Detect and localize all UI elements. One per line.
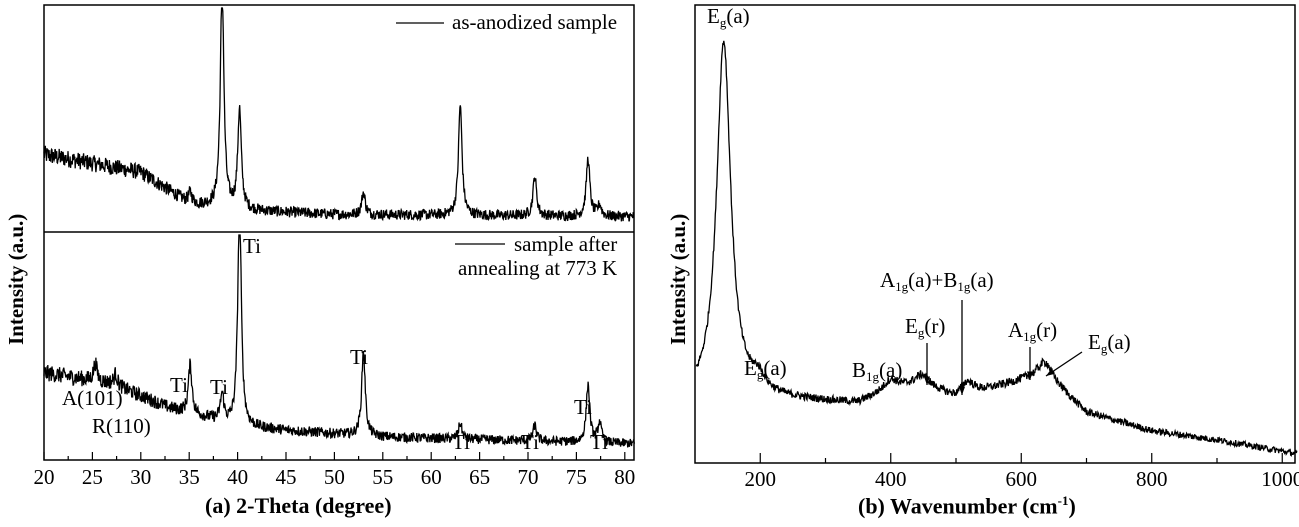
annotation-eg-r: Eg(r) bbox=[905, 314, 946, 340]
arrow-a1g-r-head bbox=[1026, 371, 1034, 380]
arrow-eg-a-640-head bbox=[1046, 368, 1055, 376]
annotation-ti-38: Ti bbox=[210, 375, 228, 399]
left-x-axis-label: (a) 2-Theta (degree) bbox=[205, 493, 392, 518]
annotation-ti-77: Ti bbox=[590, 430, 608, 454]
annotation-ti-76: Ti bbox=[574, 395, 592, 419]
right-plot-frame bbox=[694, 4, 1296, 464]
x-tick-label: 40 bbox=[227, 465, 248, 489]
x-tick-label: 20 bbox=[34, 465, 55, 489]
legend-annealed-line2: annealing at 773 K bbox=[458, 256, 618, 280]
xrd-as-anodized-line bbox=[43, 7, 635, 222]
legend-annealed-line1: sample after bbox=[514, 232, 618, 256]
x-tick-label: 65 bbox=[469, 465, 490, 489]
x-tick-label: 800 bbox=[1136, 467, 1168, 491]
x-tick-label: 60 bbox=[421, 465, 442, 489]
xlabel-text: (b) Wavenumber (cm bbox=[858, 493, 1058, 519]
x-tick-label: 1000 bbox=[1261, 467, 1299, 491]
right-x-axis-label: (b) Wavenumber (cm-1) bbox=[858, 493, 1076, 519]
annotation-a1g-r: A1g(r) bbox=[1008, 318, 1058, 344]
x-tick-label: 200 bbox=[745, 467, 777, 491]
legend-as-anodized: as-anodized sample bbox=[452, 10, 618, 34]
xlabel-end: ) bbox=[1068, 493, 1076, 519]
annotation-ti-70: Ti bbox=[521, 430, 539, 454]
raman-spectrum-line bbox=[695, 40, 1298, 457]
annotation-ti-63: Ti bbox=[452, 430, 470, 454]
x-tick-label: 35 bbox=[179, 465, 200, 489]
arrow-a1g-b1g-head bbox=[958, 386, 966, 395]
annotation-b1g-a: B1g(a) bbox=[852, 358, 903, 384]
annotation-eg-a-144: Eg(a) bbox=[707, 4, 750, 30]
annotation-ti-53: Ti bbox=[350, 345, 368, 369]
xrd-annealed-line bbox=[43, 234, 636, 448]
annotation-ti-35: Ti bbox=[170, 373, 188, 397]
xlabel-sup: -1 bbox=[1057, 493, 1069, 508]
x-tick-label: 600 bbox=[1006, 467, 1038, 491]
annotation-ti-40: Ti bbox=[243, 234, 261, 258]
annotation-r110: R(110) bbox=[92, 414, 151, 438]
x-tick-label: 30 bbox=[130, 465, 151, 489]
x-tick-label: 400 bbox=[875, 467, 907, 491]
x-tick-label: 70 bbox=[518, 465, 539, 489]
x-tick-label: 80 bbox=[614, 465, 635, 489]
annotation-eg-a-640: Eg(a) bbox=[1088, 330, 1131, 356]
x-tick-label: 50 bbox=[324, 465, 345, 489]
x-tick-label: 55 bbox=[372, 465, 393, 489]
annotation-a1g-b1g: A1g(a)+B1g(a) bbox=[880, 268, 994, 294]
x-tick-label: 25 bbox=[82, 465, 103, 489]
x-tick-label: 75 bbox=[566, 465, 587, 489]
left-y-axis-label: Intensity (a.u.) bbox=[4, 213, 28, 345]
annotation-eg-a-197: Eg(a) bbox=[744, 356, 787, 382]
arrow-eg-r-head bbox=[923, 376, 931, 385]
x-tick-label: 45 bbox=[276, 465, 297, 489]
right-y-axis-label: Intensity (a.u.) bbox=[666, 213, 690, 345]
annotation-a101: A(101) bbox=[62, 386, 123, 410]
